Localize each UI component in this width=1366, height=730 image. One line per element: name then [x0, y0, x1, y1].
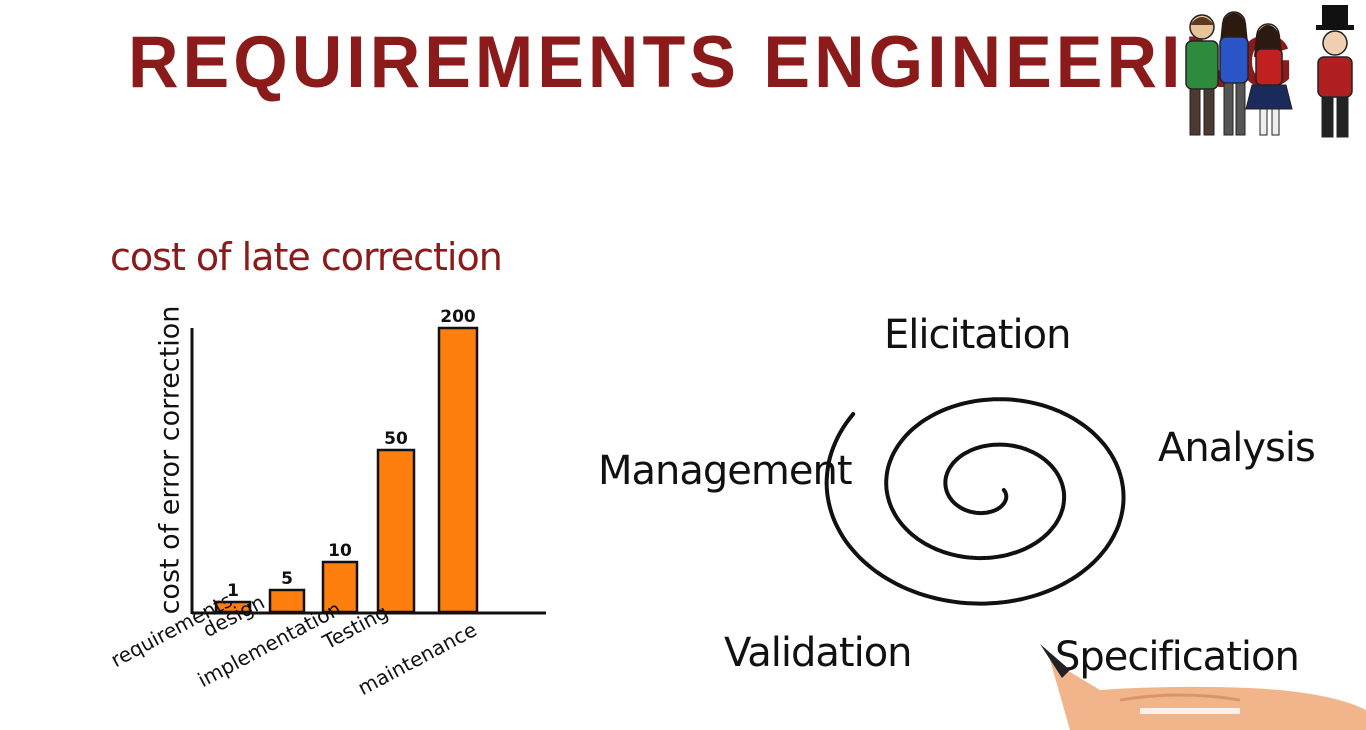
page-title: REQUIREMENTS ENGINEERING	[128, 21, 1298, 103]
bar-testing	[376, 448, 416, 614]
hand-icon	[1040, 644, 1366, 730]
bar-value-label: 200	[440, 307, 476, 327]
bar-value-label: 1	[227, 581, 239, 601]
phase-management: Management	[598, 448, 852, 494]
bar-value-label: 10	[328, 541, 352, 561]
character-woman-blue-icon	[1219, 11, 1249, 136]
bar-value-label: 5	[281, 569, 293, 589]
spiral-line	[824, 397, 1126, 606]
chart-title: cost of late correction	[110, 235, 503, 279]
character-woman-red-icon	[1245, 23, 1293, 136]
characters-illustration	[1185, 5, 1354, 138]
spiral-diagram	[824, 397, 1126, 606]
bar-design	[268, 588, 306, 614]
character-man-icon	[1185, 14, 1219, 136]
bar-implementation	[321, 560, 359, 614]
phase-analysis: Analysis	[1158, 425, 1316, 471]
bar-maintenance	[437, 326, 479, 614]
bar-requirements	[214, 600, 252, 614]
phase-specification: Specification	[1055, 634, 1300, 680]
character-tophat-man-icon	[1316, 5, 1354, 138]
bar-chart: 1 5 10 50 200	[190, 307, 546, 615]
phase-elicitation: Elicitation	[884, 312, 1071, 358]
bar-value-label: 50	[384, 429, 408, 449]
phase-validation: Validation	[724, 630, 913, 676]
